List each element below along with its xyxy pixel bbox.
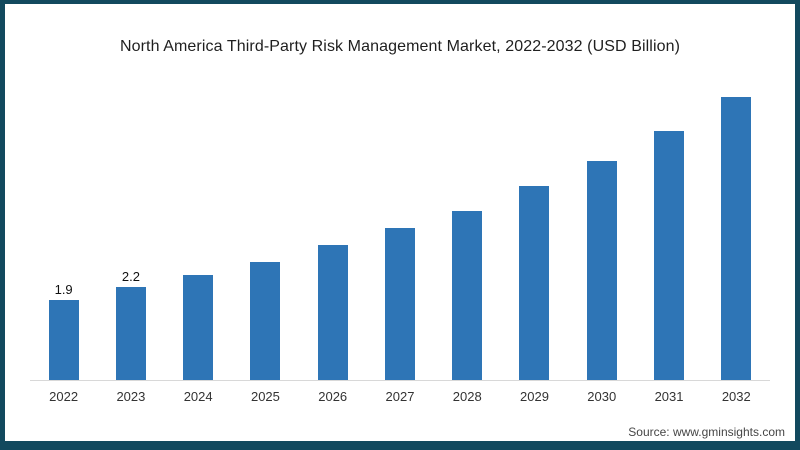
bar-slot-2023: 2.2	[97, 96, 164, 380]
bar-2026	[317, 245, 348, 380]
bar-2028	[452, 211, 483, 380]
bar-slot-2026	[299, 96, 366, 380]
bar-slot-2032	[703, 96, 770, 380]
data-label-2022: 1.9	[54, 281, 73, 297]
chart-title: North America Third-Party Risk Managemen…	[119, 38, 681, 55]
x-axis-label-2027: 2027	[385, 389, 415, 404]
x-axis-label-2032: 2032	[721, 389, 751, 404]
x-axis-label-2025: 2025	[250, 389, 280, 404]
bar-2030	[586, 160, 617, 380]
bar-slot-2024	[165, 96, 232, 380]
bar-2032	[721, 97, 752, 380]
x-axis-label-2024: 2024	[183, 389, 213, 404]
bar-slot-2030	[568, 96, 635, 380]
data-label-2023: 2.2	[121, 269, 140, 285]
bar-slot-2022: 1.9	[30, 96, 97, 380]
bar-slot-2025	[232, 96, 299, 380]
x-axis-label-2029: 2029	[520, 389, 549, 404]
bar-2024	[183, 274, 214, 380]
bar-slot-2031	[635, 96, 702, 380]
bar-2029	[519, 185, 550, 380]
bar-2022	[48, 299, 79, 380]
source-attribution: Source: www.gminsights.com	[628, 425, 785, 439]
bar-2023	[115, 287, 146, 380]
x-axis-label-2031: 2031	[654, 389, 684, 404]
bar-2031	[654, 131, 685, 380]
x-axis-label-2022: 2022	[49, 389, 79, 404]
x-axis-labels: 2022 2023 2024 2025 2026 2027 2028 2029 2030 2031…	[30, 389, 770, 404]
bar-slot-2029	[501, 96, 568, 380]
x-axis-label-2030: 2030	[587, 389, 617, 404]
bar-2025	[250, 261, 281, 380]
bar-slot-2027	[366, 96, 433, 380]
plot-area: 1.9 2.2	[30, 96, 770, 381]
bar-slot-2028	[434, 96, 501, 380]
bar-2027	[384, 228, 415, 380]
x-axis-label-2026: 2026	[318, 389, 348, 404]
x-axis-label-2028: 2028	[452, 389, 482, 404]
x-axis-label-2023: 2023	[116, 389, 146, 404]
